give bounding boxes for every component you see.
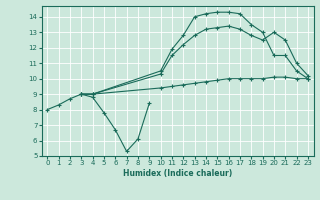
X-axis label: Humidex (Indice chaleur): Humidex (Indice chaleur)	[123, 169, 232, 178]
